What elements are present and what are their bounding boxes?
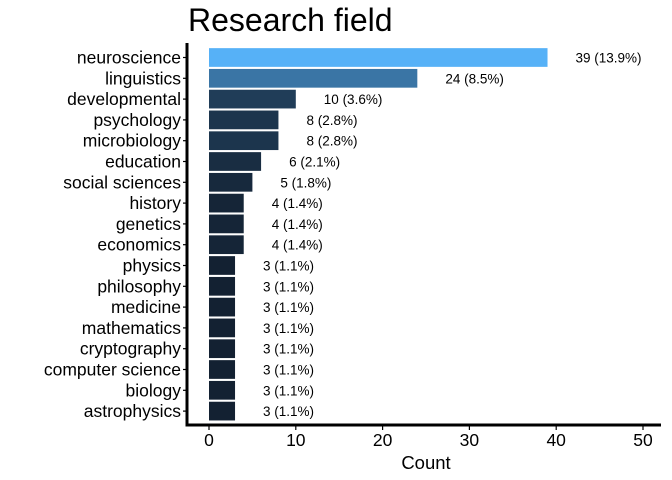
bar-psychology: [209, 110, 279, 130]
bar-mathematics: [209, 318, 236, 338]
category-label-microbiology: microbiology: [83, 131, 181, 151]
data-label-social-sciences: 5 (1.8%): [280, 175, 331, 190]
bar-biology: [209, 380, 236, 400]
category-label-genetics: genetics: [116, 214, 181, 234]
data-labels: 39 (13.9%) 24 (8.5%) 10 (3.6%) 8 (2.8%) 8 (2…: [263, 51, 642, 420]
data-label-cryptography: 3 (1.1%): [263, 342, 314, 357]
category-label-astrophysics: astrophysics: [84, 401, 182, 421]
x-tick-label-50: 50: [633, 430, 653, 450]
bar-cryptography: [209, 339, 236, 359]
category-label-education: education: [105, 152, 181, 172]
x-tick-label-0: 0: [204, 430, 214, 450]
data-label-psychology: 8 (2.8%): [306, 113, 357, 128]
data-label-neuroscience: 39 (13.9%): [576, 51, 642, 66]
x-tick-label-20: 20: [373, 430, 393, 450]
data-label-mathematics: 3 (1.1%): [263, 321, 314, 336]
bar-developmental: [209, 89, 296, 109]
data-label-linguistics: 24 (8.5%): [445, 71, 504, 86]
data-label-genetics: 4 (1.4%): [272, 217, 323, 232]
category-label-biology: biology: [126, 380, 182, 400]
category-label-computer-science: computer science: [44, 360, 181, 380]
bar-computer-science: [209, 360, 236, 379]
bar-neuroscience: [209, 48, 548, 67]
category-label-psychology: psychology: [93, 110, 181, 130]
bars-layer: [209, 48, 548, 421]
bar-astrophysics: [209, 401, 236, 421]
category-labels: neurosciencelinguisticsdevelopmentalpsyc…: [44, 48, 181, 422]
category-label-mathematics: mathematics: [82, 318, 181, 338]
data-label-biology: 3 (1.1%): [263, 383, 314, 398]
axes: 0 10 20 30 40 50: [183, 43, 661, 450]
category-label-social-sciences: social sciences: [63, 172, 181, 192]
category-label-medicine: medicine: [111, 297, 181, 317]
data-label-philosophy: 3 (1.1%): [263, 279, 314, 294]
bar-social-sciences: [209, 172, 253, 192]
bar-education: [209, 152, 262, 171]
bar-microbiology: [209, 131, 279, 151]
x-tick-label-10: 10: [286, 430, 306, 450]
bar-genetics: [209, 214, 244, 234]
bar-philosophy: [209, 276, 236, 296]
bar-linguistics: [209, 68, 418, 88]
bar-medicine: [209, 297, 236, 317]
category-label-cryptography: cryptography: [80, 339, 181, 359]
data-label-history: 4 (1.4%): [272, 196, 323, 211]
category-label-history: history: [129, 193, 181, 213]
data-label-economics: 4 (1.4%): [272, 238, 323, 253]
category-label-physics: physics: [123, 256, 182, 276]
bar-history: [209, 193, 244, 213]
bar-physics: [209, 256, 236, 275]
x-axis-title: Count: [401, 452, 450, 473]
chart-title: Research field: [188, 2, 393, 38]
data-label-developmental: 10 (3.6%): [324, 92, 383, 107]
data-label-education: 6 (2.1%): [289, 155, 340, 170]
x-tick-label-30: 30: [460, 430, 480, 450]
category-label-neuroscience: neuroscience: [77, 48, 181, 68]
data-label-computer-science: 3 (1.1%): [263, 363, 314, 378]
category-label-philosophy: philosophy: [97, 276, 181, 296]
category-label-linguistics: linguistics: [105, 68, 181, 88]
category-label-economics: economics: [97, 235, 181, 255]
bar-economics: [209, 235, 244, 255]
data-label-physics: 3 (1.1%): [263, 259, 314, 274]
x-tick-label-40: 40: [546, 430, 566, 450]
data-label-astrophysics: 3 (1.1%): [263, 404, 314, 419]
data-label-microbiology: 8 (2.8%): [306, 134, 357, 149]
data-label-medicine: 3 (1.1%): [263, 300, 314, 315]
category-label-developmental: developmental: [67, 89, 181, 109]
